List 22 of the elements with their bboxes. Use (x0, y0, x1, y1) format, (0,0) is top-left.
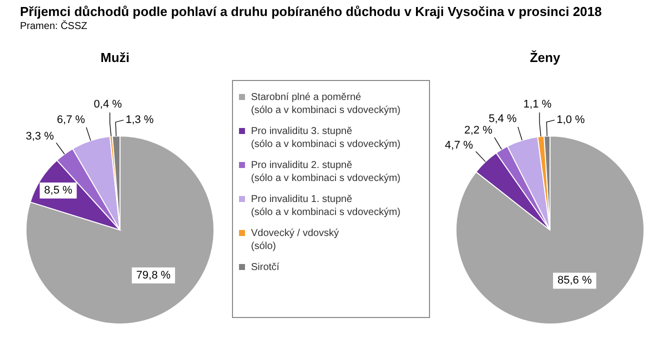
legend-label: Pro invaliditu 3. stupně (sólo a v kombinaci s vdoveckým) (251, 125, 400, 151)
legend-label: Vdovecký / vdovský (sólo) (251, 227, 339, 253)
data-label: 0,4 % (94, 98, 122, 110)
data-label: 85,6 % (558, 274, 592, 287)
data-label: 8,5 % (44, 184, 72, 197)
data-label: 1,1 % (523, 98, 552, 111)
text: Pramen: ČSSZ (20, 21, 88, 32)
data-label: 4,7 % (444, 140, 474, 152)
chart-title: Ženy (528, 50, 562, 65)
data-label: 3,3 % (26, 130, 54, 142)
data-label: 2,2 % (464, 124, 493, 137)
data-label: 1,3 % (126, 114, 154, 126)
legend-label: Sirotčí (251, 261, 280, 274)
text: Příjemci důchodů podle pohlaví a druhu pobíraného důchodu v Kraji Vysočina v prosinci 2018 (20, 4, 602, 19)
data-label: 1,0 % (556, 114, 585, 126)
legend-label: Starobní plné a poměrné (sólo a v kombinaci s vdoveckým) (251, 91, 400, 117)
legend-label: Pro invaliditu 2. stupně (sólo a v kombinaci s vdoveckým) (251, 159, 400, 185)
chart-title: Muži (100, 50, 130, 65)
data-label: 5,4 % (488, 113, 517, 126)
data-label: 79,8 % (136, 269, 171, 282)
legend-label: Pro invaliditu 1. stupně (sólo a v kombinaci s vdoveckým) (251, 193, 400, 219)
data-label: 6,7 % (56, 114, 86, 126)
